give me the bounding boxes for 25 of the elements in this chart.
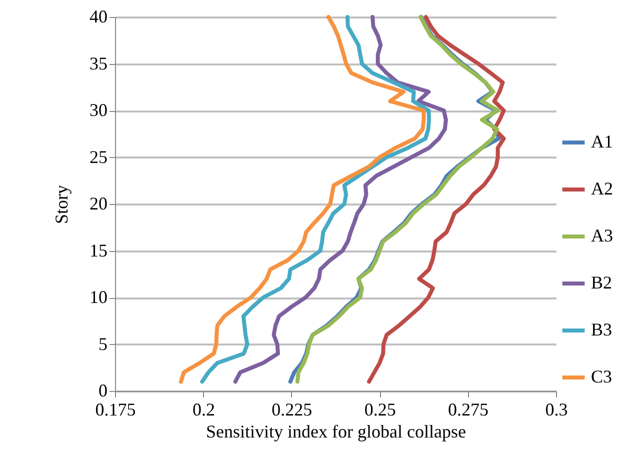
y-tick-label: 15 <box>90 240 108 260</box>
y-tick-label: 40 <box>90 6 108 26</box>
x-axis-title: Sensitivity index for global collapse <box>206 422 466 442</box>
y-tick-label: 5 <box>98 334 108 354</box>
y-tick-label: 10 <box>90 287 108 307</box>
y-axis-title: Story <box>52 184 72 224</box>
line-series <box>367 15 506 384</box>
x-tick-label: 0.275 <box>448 400 489 420</box>
x-tick-label: 0.175 <box>95 400 136 420</box>
x-tick-label: 0.3 <box>545 400 568 420</box>
y-tick-label: 30 <box>90 100 108 120</box>
y-tick-label: 20 <box>90 194 108 214</box>
line-series <box>233 15 448 384</box>
y-tick-label: 25 <box>90 146 108 167</box>
legend-label: C3 <box>591 366 612 386</box>
y-tick-label: 35 <box>90 53 108 74</box>
legend-label: B2 <box>591 272 612 292</box>
x-tick-label: 0.2 <box>192 400 215 420</box>
y-tick-label: 0 <box>98 380 108 400</box>
legend-label: A2 <box>591 178 613 198</box>
legend-label: A1 <box>591 132 613 152</box>
x-tick-label: 0.25 <box>364 400 396 420</box>
legend-label: A3 <box>591 226 613 246</box>
x-tick-label: 0.225 <box>272 400 312 420</box>
legend-label: B3 <box>591 320 612 340</box>
